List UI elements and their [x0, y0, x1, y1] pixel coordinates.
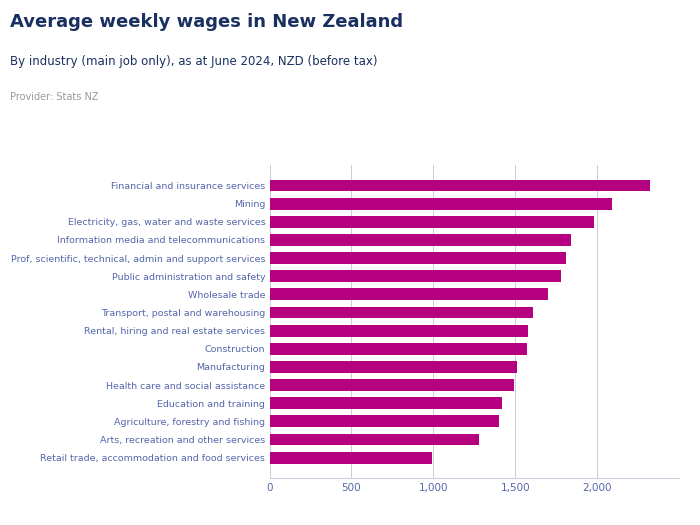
Bar	[270, 397, 502, 409]
Bar	[270, 434, 480, 445]
Text: Average weekly wages in New Zealand: Average weekly wages in New Zealand	[10, 13, 404, 31]
Bar	[270, 180, 650, 192]
Bar	[270, 343, 528, 355]
Bar	[270, 307, 533, 318]
Bar	[270, 288, 548, 300]
Bar	[270, 198, 612, 209]
Text: figure.nz: figure.nz	[581, 17, 655, 32]
Bar	[270, 252, 566, 264]
Text: Provider: Stats NZ: Provider: Stats NZ	[10, 92, 99, 102]
Bar	[270, 452, 432, 464]
Bar	[270, 325, 528, 337]
Bar	[270, 216, 594, 228]
Bar	[270, 270, 561, 282]
Bar	[270, 361, 517, 373]
Bar	[270, 415, 499, 427]
Bar	[270, 379, 514, 391]
Bar	[270, 234, 571, 246]
Text: By industry (main job only), as at June 2024, NZD (before tax): By industry (main job only), as at June …	[10, 55, 378, 68]
